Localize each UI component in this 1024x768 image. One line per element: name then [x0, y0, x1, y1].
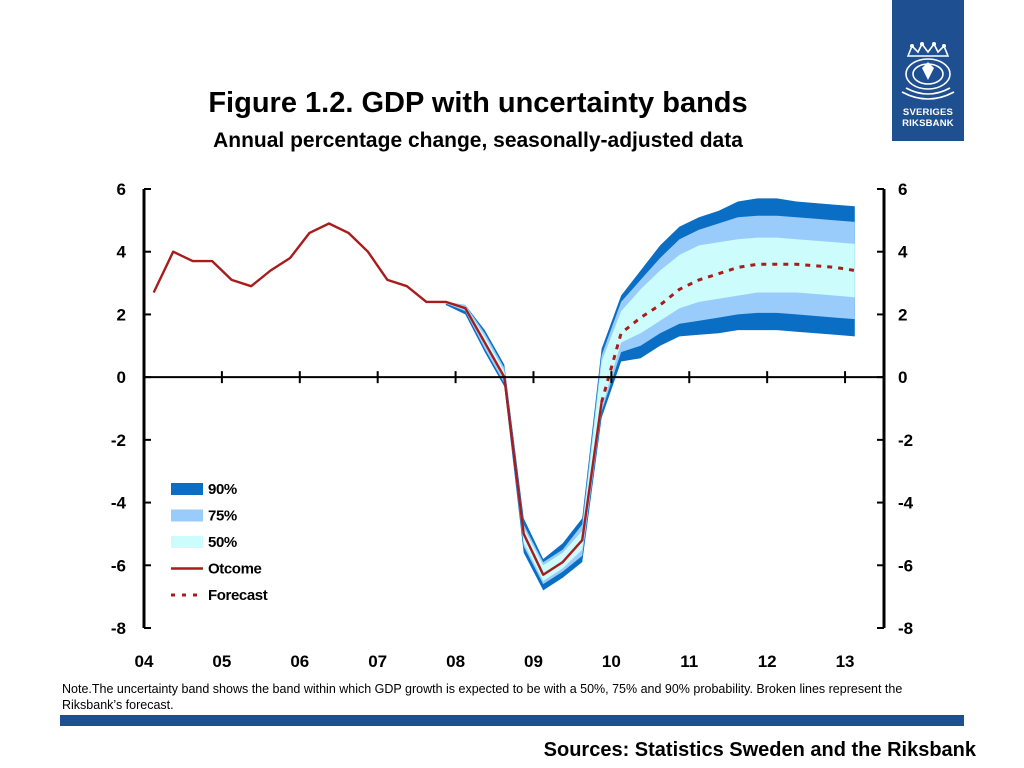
x-tick-label: 12 [758, 652, 777, 671]
legend-label: 75% [208, 508, 237, 525]
y-tick-label-right: -2 [898, 431, 913, 450]
gdp-chart: -8 -8 -6 -6 -4 -4 -2 -2 0 0 2 2 4 4 6 6 04 05 06 07 08 09 10 11… [111, 180, 914, 671]
footer-rule [60, 715, 964, 726]
y-tick-label-right: 6 [898, 180, 907, 199]
legend-label: 90% [208, 481, 237, 498]
y-tick-label-right: -6 [898, 556, 913, 575]
legend-label: Forecast [208, 587, 268, 604]
y-tick-label-left: -8 [111, 619, 126, 638]
legend-swatch-50 [171, 536, 203, 548]
logo-line1: SVERIGES [902, 107, 954, 118]
logo-line2: RIKSBANK [902, 118, 954, 129]
x-tick-label: 06 [290, 652, 309, 671]
y-tick-label-left: -2 [111, 431, 126, 450]
chart-subtitle: Annual percentage change, seasonally-adj… [213, 129, 743, 152]
x-tick-label: 08 [446, 652, 465, 671]
legend-swatch-75 [171, 509, 203, 522]
chart-title: Figure 1.2. GDP with uncertainty bands [208, 87, 748, 119]
riksbank-crest-icon [901, 42, 955, 100]
y-tick-label-left: -6 [111, 556, 126, 575]
y-tick-label-left: 0 [117, 368, 126, 387]
y-tick-label-left: 4 [117, 243, 127, 262]
logo-wordmark: SVERIGES RIKSBANK [892, 107, 964, 129]
x-tick-label: 09 [524, 652, 543, 671]
legend-label: 50% [208, 534, 237, 551]
y-tick-label-right: -8 [898, 619, 913, 638]
y-tick-label-right: 4 [898, 243, 908, 262]
y-tick-label-right: 0 [898, 368, 907, 387]
x-tick-label: 11 [680, 652, 698, 671]
chart-legend: 90% 75% 50% Otcome Forecast [171, 481, 268, 604]
legend-swatch-90 [171, 483, 203, 495]
band-75-area [445, 215, 855, 585]
x-tick-label: 13 [836, 652, 855, 671]
y-tick-label-left: -4 [111, 494, 127, 513]
gdp-lines [152, 222, 856, 576]
y-tick-label-left: 6 [117, 180, 126, 199]
riksbank-logo: SVERIGES RIKSBANK [892, 0, 964, 141]
forecast-line [600, 262, 856, 403]
axis-ticks: -8 -8 -6 -6 -4 -4 -2 -2 0 0 2 2 4 4 6 6 04 05 06 07 08 09 10 11… [111, 180, 914, 671]
y-tick-label-right: 2 [898, 305, 907, 324]
band-50-area [445, 237, 855, 581]
x-tick-label: 07 [368, 652, 387, 671]
y-tick-label-right: -4 [898, 494, 914, 513]
otcome-line [152, 222, 603, 576]
x-tick-label: 05 [212, 652, 231, 671]
uncertainty-bands [445, 198, 855, 591]
x-tick-label: 04 [135, 652, 154, 671]
x-tick-label: 10 [602, 652, 621, 671]
y-tick-label-left: 2 [117, 305, 126, 324]
footnote: Note.The uncertainty band shows the band… [62, 682, 903, 712]
legend-label: Otcome [208, 561, 262, 578]
plot-frame [142, 189, 886, 628]
sources-text: Sources: Statistics Sweden and the Riksb… [543, 739, 976, 761]
